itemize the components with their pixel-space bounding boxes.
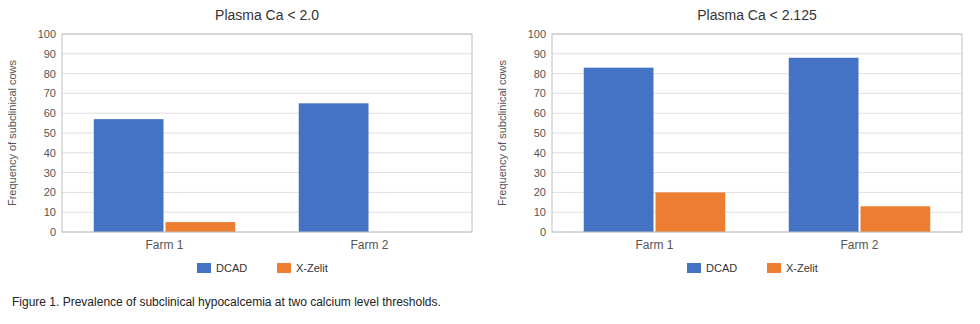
y-axis-label: Frequency of subclinical cows (496, 59, 508, 206)
bar (584, 68, 654, 232)
chart-title: Plasma Ca < 2.125 (697, 7, 817, 23)
legend: DCAD X-Zelit (197, 262, 328, 274)
x-tick-label: Farm 2 (840, 238, 878, 252)
panel: Plasma Ca < 2.125 Frequency of subclinica… (496, 7, 962, 274)
y-tick-label: 80 (44, 68, 56, 80)
y-tick-label: 60 (534, 107, 546, 119)
legend-label: X-Zelit (786, 262, 818, 274)
plot-frame (62, 34, 472, 232)
legend-label: X-Zelit (296, 262, 328, 274)
y-tick-label: 10 (534, 206, 546, 218)
figure: Plasma Ca < 2.0 Frequency of subclinical … (0, 0, 980, 324)
grid-line (62, 73, 472, 74)
x-tick-label: Farm 1 (635, 238, 673, 252)
bar (789, 58, 859, 232)
panel: Plasma Ca < 2.0 Frequency of subclinical … (6, 7, 472, 274)
y-tick-label: 50 (534, 127, 546, 139)
bar (299, 103, 369, 232)
grid-line (62, 93, 472, 94)
y-tick-label: 40 (534, 147, 546, 159)
grid-line (62, 113, 472, 114)
y-tick-label: 90 (534, 48, 546, 60)
bar (94, 119, 164, 232)
y-tick-label: 70 (44, 87, 56, 99)
x-tick-label: Farm 1 (145, 238, 183, 252)
y-tick-label: 100 (528, 28, 546, 40)
chart-title: Plasma Ca < 2.0 (215, 7, 319, 23)
bar (656, 192, 726, 232)
grid-line (552, 53, 962, 54)
y-tick-label: 0 (540, 226, 546, 238)
legend: DCAD X-Zelit (687, 262, 818, 274)
legend-swatch (767, 263, 781, 273)
bars (584, 58, 931, 232)
x-tick-label: Farm 2 (350, 238, 388, 252)
bar (166, 222, 236, 232)
y-tick-label: 20 (44, 186, 56, 198)
legend-label: DCAD (706, 262, 737, 274)
legend-label: DCAD (216, 262, 247, 274)
y-tick-label: 100 (38, 28, 56, 40)
y-tick-label: 30 (44, 167, 56, 179)
y-tick-label: 20 (534, 186, 546, 198)
legend-swatch (277, 263, 291, 273)
legend-swatch (687, 263, 701, 273)
y-axis-label: Frequency of subclinical cows (6, 59, 18, 206)
y-tick-label: 30 (534, 167, 546, 179)
y-tick-label: 40 (44, 147, 56, 159)
y-tick-label: 50 (44, 127, 56, 139)
bar (861, 206, 931, 232)
y-tick-label: 90 (44, 48, 56, 60)
grid-line (62, 53, 472, 54)
legend-swatch (197, 263, 211, 273)
bars (94, 103, 369, 232)
y-tick-label: 10 (44, 206, 56, 218)
y-tick-label: 80 (534, 68, 546, 80)
y-tick-label: 60 (44, 107, 56, 119)
plot-frame (552, 34, 962, 232)
y-tick-label: 70 (534, 87, 546, 99)
y-tick-label: 0 (50, 226, 56, 238)
caption: Figure 1. Prevalence of subclinical hypo… (12, 295, 441, 309)
